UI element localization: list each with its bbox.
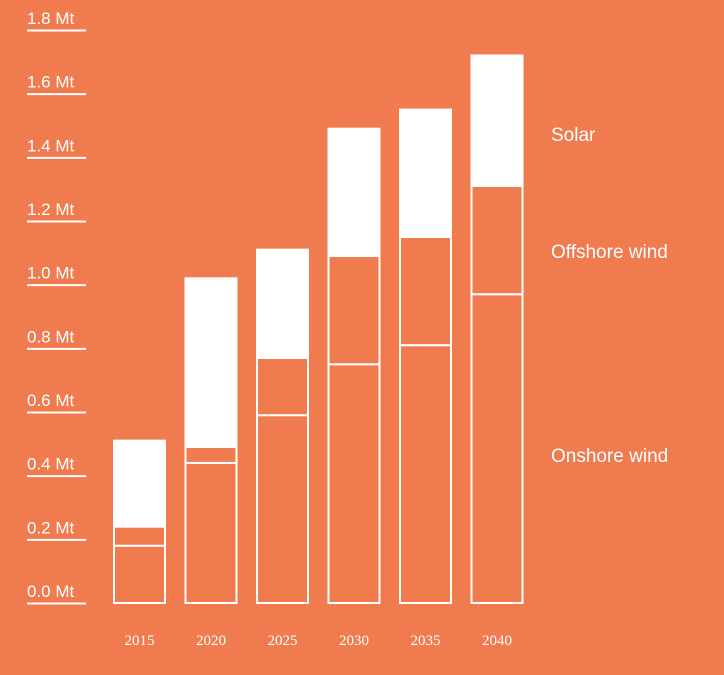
bar-2015 — [113, 439, 166, 605]
bar-segment-solar — [327, 127, 381, 258]
y-tick-label: 0.8 Mt — [27, 327, 75, 346]
bar-segment-offshore-wind — [113, 525, 166, 547]
y-tick-label: 1.6 Mt — [27, 73, 75, 92]
bar-segment-offshore-wind — [399, 235, 452, 347]
x-tick-label: 2020 — [196, 633, 226, 649]
bar-2020 — [184, 277, 238, 604]
bar-2035 — [399, 108, 452, 604]
y-tick-label: 0.6 Mt — [27, 391, 75, 410]
bar-segment-onshore-wind — [184, 461, 238, 604]
bar-segment-solar — [113, 439, 166, 528]
y-axis: 0.0 Mt 0.2 Mt 0.4 Mt 0.6 Mt 0.8 Mt 1.0 Mt 1.2 … — [27, 9, 86, 605]
bar-segment-onshore-wind — [113, 544, 166, 605]
x-tick-label: 2035 — [411, 633, 441, 649]
bar-segment-offshore-wind — [327, 255, 381, 366]
x-tick-label: 2015 — [125, 633, 155, 649]
x-tick-label: 2030 — [339, 633, 369, 649]
y-tick-label: 1.8 Mt — [27, 9, 75, 28]
y-tick-label: 0.2 Mt — [27, 518, 75, 537]
x-axis: 2015 2020 2025 2030 2035 2040 — [125, 633, 513, 649]
y-tick-label: 0.0 Mt — [27, 582, 75, 601]
bar-segment-onshore-wind — [470, 293, 524, 604]
bar-segment-solar — [470, 54, 524, 187]
bar-segment-offshore-wind — [184, 446, 238, 464]
series-labels: Onshore wind Offshore wind Solar — [551, 125, 668, 467]
bar-segment-onshore-wind — [327, 363, 381, 604]
y-tick-label: 1.4 Mt — [27, 136, 75, 155]
bar-2030 — [327, 127, 381, 604]
y-tick-label: 1.0 Mt — [27, 264, 75, 283]
y-tick-label: 1.2 Mt — [27, 200, 75, 219]
bar-segment-solar — [184, 277, 238, 449]
bar-segment-offshore-wind — [256, 356, 309, 417]
bar-segment-offshore-wind — [470, 184, 524, 296]
series-label-offshore-wind: Offshore wind — [551, 242, 668, 263]
bar-segment-solar — [256, 248, 309, 359]
series-label-onshore-wind: Onshore wind — [551, 446, 668, 467]
bar-segment-onshore-wind — [399, 344, 452, 604]
x-tick-label: 2040 — [482, 633, 512, 649]
y-tick-label: 0.4 Mt — [27, 455, 75, 474]
bar-segment-solar — [399, 108, 452, 238]
bar-2040 — [470, 54, 524, 604]
x-tick-label: 2025 — [268, 633, 298, 649]
series-label-solar: Solar — [551, 125, 596, 146]
bar-segment-onshore-wind — [256, 414, 309, 604]
bars — [113, 54, 524, 605]
bar-2025 — [256, 248, 309, 604]
